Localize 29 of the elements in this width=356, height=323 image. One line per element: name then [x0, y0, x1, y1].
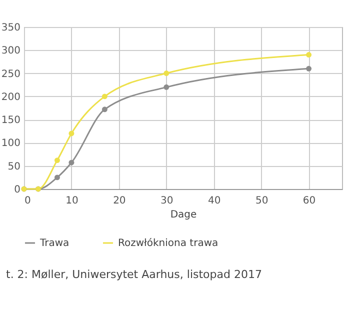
point — [54, 158, 60, 164]
point — [164, 70, 170, 76]
y-tick-label: 300 — [1, 46, 20, 57]
x-tick-label: 50 — [255, 196, 268, 206]
y-tick-label: 350 — [1, 22, 20, 34]
y-tick-label: 50 — [8, 161, 20, 172]
point — [54, 174, 60, 180]
x-tick-label: 40 — [208, 196, 221, 206]
point — [306, 66, 312, 72]
y-tick-label: 200 — [1, 92, 20, 103]
y-tick-label: 0 — [14, 184, 20, 196]
point — [164, 84, 170, 90]
x-tick-label: 20 — [113, 196, 126, 206]
y-tick-label: 100 — [1, 138, 20, 150]
x-tick-label: 60 — [302, 196, 316, 206]
y-tick-label: 150 — [1, 115, 20, 126]
y-tick-label: 250 — [1, 68, 20, 80]
point — [68, 130, 74, 136]
x-axis-title: Dage — [170, 210, 197, 220]
legend-label: Rozwłókniona trawa — [118, 238, 218, 249]
text: t. 2: Møller, Uniwersytet Aarhus, listopad 2017 — [5, 267, 263, 283]
x-tick-label: 0 — [24, 196, 31, 206]
point — [306, 52, 312, 58]
legend-label: Trawa — [39, 238, 70, 249]
point — [102, 94, 108, 100]
point — [102, 106, 108, 112]
x-tick-label: 30 — [160, 196, 174, 206]
x-tick-label: 10 — [66, 196, 78, 206]
point — [68, 160, 74, 166]
